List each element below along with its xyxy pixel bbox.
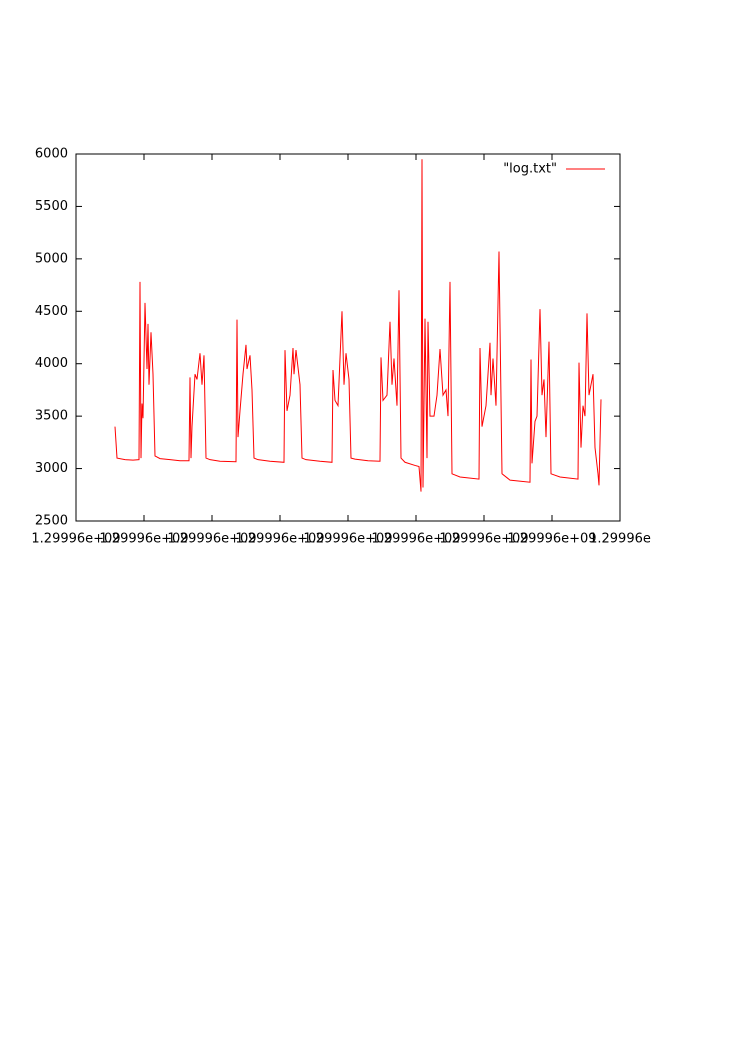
y-tick-label: 4000 [35, 356, 68, 371]
legend-label: "log.txt" [503, 162, 557, 177]
data-line [114, 159, 602, 492]
x-tick-label: 1.29996e+09 [371, 532, 460, 547]
plot-border [75, 153, 621, 522]
y-tick-label: 5000 [35, 251, 68, 266]
x-tick-label: 1.29996e+09 [167, 532, 256, 547]
y-tick-label: 2500 [35, 514, 68, 529]
y-tick-label: 5500 [35, 199, 68, 214]
x-tick-label: 1.29996e+09 [303, 532, 392, 547]
y-tick-label: 3500 [35, 409, 68, 424]
y-tick-label: 6000 [35, 147, 68, 162]
x-tick-label: 1.29996e+09 [235, 532, 324, 547]
x-tick-label: 1.29996e+09 [439, 532, 528, 547]
y-tick-label: 3000 [35, 461, 68, 476]
x-tick-label: 1.29996e [589, 532, 651, 547]
x-tick-label: 1.29996e+09 [507, 532, 596, 547]
y-tick-label: 4500 [35, 304, 68, 319]
x-tick-label: 1.29996e+09 [99, 532, 188, 547]
x-tick-label: 1.29996e+09 [31, 532, 120, 547]
